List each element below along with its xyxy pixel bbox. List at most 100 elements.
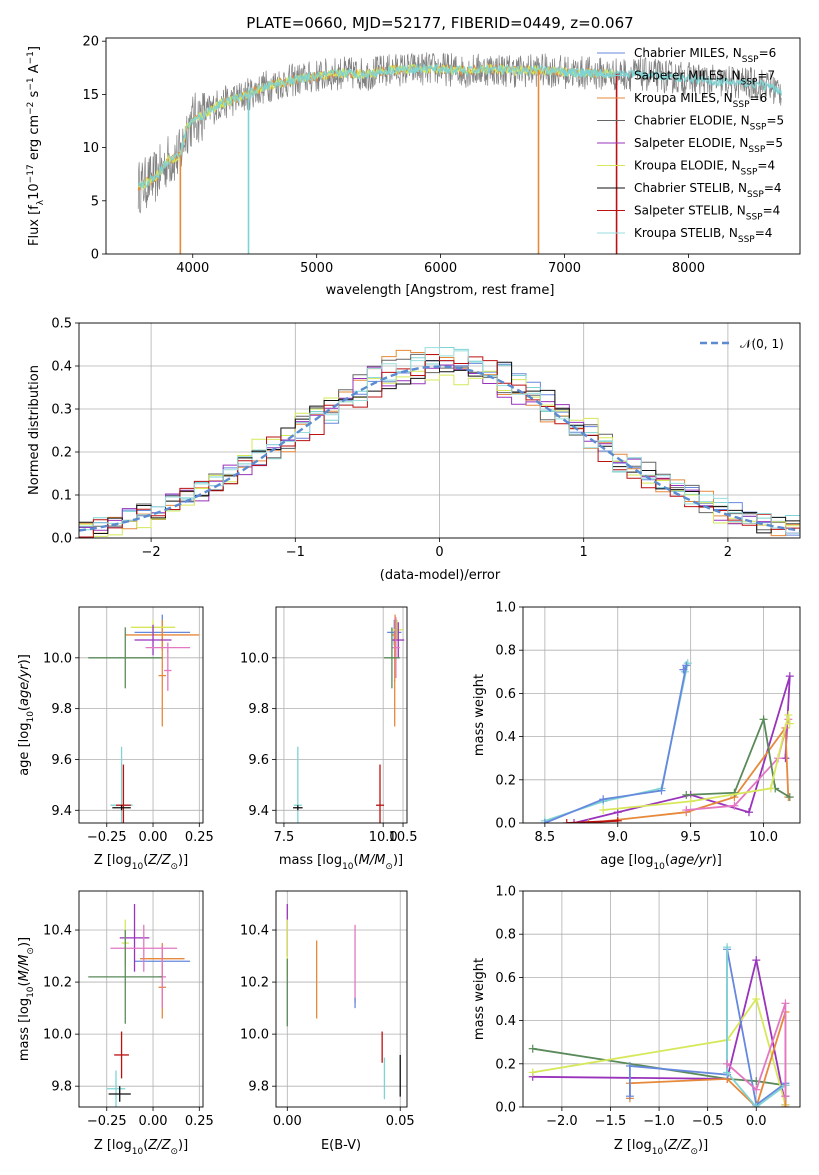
legend-entry-label: Kroupa STELIB, NSSP=4	[634, 226, 772, 245]
age_vs_mass-point	[391, 619, 404, 641]
age_vs_Z-point	[112, 805, 131, 811]
age-Z-ylabel: age [log10(age/yr)]	[17, 654, 36, 776]
age-mass-xlabel: mass [log10(M/M⊙)]	[279, 853, 403, 872]
weight_vs_age-xtick-label: 8.5	[535, 830, 556, 845]
residual-histogram-7	[79, 354, 800, 538]
weight_vs_Z-xtick-label: −1.0	[643, 1114, 675, 1129]
age_vs_Z-xtick-label: 0.00	[139, 830, 168, 845]
residuals-ytick-label: 0.2	[51, 446, 72, 461]
axes-frame	[522, 606, 801, 824]
age_vs_mass-point	[392, 622, 405, 658]
weight-age-ylabel: mass weight	[472, 674, 487, 756]
spectrum-ylabel: Flux [fλ10−17 erg cm−2 s−1 A−1]	[26, 46, 46, 246]
axes-frame	[275, 890, 408, 1108]
axes-frame	[275, 606, 408, 824]
age_vs_mass-xtick-label: 10.5	[389, 830, 418, 845]
residuals-xtick-label: 1	[580, 545, 588, 560]
age_vs_mass-plot-area	[276, 607, 407, 823]
spectrum-ytick-label: 5	[91, 194, 99, 209]
age_vs_Z-ytick-label: 10.0	[43, 651, 72, 666]
legend-entry-label: Kroupa MILES, NSSP=6	[634, 91, 767, 110]
mass_vs_Z-ytick-label: 10.2	[43, 976, 72, 991]
residuals-ytick-label: 0.5	[51, 317, 72, 332]
spectrum-xtick-label: 6000	[424, 261, 457, 276]
legend-entry-label: Chabrier ELODIE, NSSP=5	[634, 114, 784, 133]
mass_vs_ebv-xtick-label: 0.05	[386, 1114, 415, 1129]
spectrum-xtick-label: 7000	[548, 261, 581, 276]
spectrum-model-tail	[564, 68, 782, 96]
spectrum-ytick-label: 20	[82, 35, 99, 50]
spectrum-ytick-label: 10	[82, 141, 99, 156]
weight-Z-series-5	[726, 947, 786, 1107]
mass_vs_ebv-axes: 0.00 0.05 9.8 10.0 10.2 10.4	[240, 924, 415, 1129]
residuals-axes: −2 −1 0 1 2 0.0 0.1 0.2 0.3 0.4 0.5	[51, 317, 732, 561]
residuals-xtick-label: 2	[724, 545, 732, 560]
residuals-ytick-label: 0.1	[51, 489, 72, 504]
legend-entry-label: Chabrier STELIB, NSSP=4	[634, 181, 782, 200]
age_vs_mass-point	[393, 634, 396, 727]
mass-Z-xlabel: Z [log10(Z/Z⊙)]	[94, 1138, 188, 1157]
age_vs_Z-axes: −0.25 0.00 0.25 9.4 9.6 9.8 10.0	[43, 651, 214, 845]
age-Z-xlabel: Z [log10(Z/Z⊙)]	[94, 853, 188, 872]
mass_vs_Z-ytick-label: 9.8	[51, 1080, 72, 1095]
age_vs_mass-point	[391, 617, 400, 679]
residual-xlabel: (data-model)/error	[380, 568, 501, 583]
weight_vs_age-ytick-label: 0.2	[495, 773, 516, 788]
spectrum-data-line	[137, 52, 782, 214]
mass_vs_Z-point	[88, 930, 163, 1024]
mass_vs_Z-xtick-label: −0.25	[87, 1114, 127, 1129]
residuals-ytick-label: 0.4	[51, 360, 72, 375]
weight_vs_Z-ytick-label: 0.2	[495, 1057, 516, 1072]
age_vs_mass-axes: 7.5 10.010.59.49.69.810.0	[240, 651, 417, 845]
weight_vs_Z-xtick-label: 0.0	[746, 1114, 767, 1129]
legend-entry-label: Salpeter STELIB, NSSP=4	[634, 204, 780, 223]
mass-Z-ylabel: mass [log10(M/M⊙)]	[17, 937, 36, 1061]
spectrum-legend: Chabrier MILES, NSSP=6 Salpeter MILES, NS…	[597, 46, 784, 245]
mass_vs_ebv-ytick-label: 10.2	[240, 976, 269, 991]
legend-entry-label: Chabrier MILES, NSSP=6	[634, 46, 776, 65]
mass_vs_Z-plot-area	[79, 891, 203, 1107]
weight_vs_age-xtick-label: 9.5	[680, 830, 701, 845]
age_vs_Z-ytick-label: 9.8	[51, 702, 72, 717]
mass_vs_Z-ytick-label: 10.0	[43, 1028, 72, 1043]
residuals-xtick-label: −1	[286, 545, 305, 560]
legend-entry-label: Salpeter ELODIE, NSSP=5	[634, 136, 783, 155]
weight-age-series-2	[573, 675, 791, 823]
age_vs_mass-point	[293, 805, 303, 811]
age_vs_mass-ytick-label: 9.4	[248, 804, 269, 819]
weight_vs_Z-ytick-label: 0.4	[495, 1014, 516, 1029]
spectrum-ytick-label: 0	[91, 248, 99, 263]
age_vs_mass-point	[383, 627, 400, 689]
age_vs_Z-xtick-label: −0.25	[87, 830, 127, 845]
weight_vs_age-ytick-label: 0.8	[495, 644, 516, 659]
weight_vs_Z-ytick-label: 1.0	[495, 885, 516, 900]
mass_vs_Z-point	[108, 1086, 131, 1102]
spectrum-xlabel: wavelength [Angstrom, rest frame]	[326, 283, 555, 298]
mass_vs_ebv-xtick-label: 0.00	[273, 1114, 302, 1129]
mass_vs_Z-axes: −0.25 0.00 0.25 9.8 10.0 10.2 10.4	[43, 924, 214, 1129]
residuals-xtick-label: −2	[142, 545, 161, 560]
age_vs_mass-ytick-label: 9.6	[248, 753, 269, 768]
weight-Z-xlabel: Z [log10(Z/Z⊙)]	[614, 1138, 708, 1157]
weight_vs_Z-xtick-label: −2.0	[546, 1114, 578, 1129]
mass_vs_Z-xtick-label: 0.25	[185, 1114, 214, 1129]
age_vs_Z-point	[134, 624, 172, 656]
axes-frame	[78, 890, 204, 1108]
age_vs_Z-point	[88, 627, 163, 689]
weight-Z-ylabel: mass weight	[472, 958, 487, 1040]
residual-histogram-5	[79, 370, 800, 537]
mass-ebv-xlabel: E(B-V)	[321, 1138, 361, 1153]
weight-Z-series-2	[532, 996, 787, 1106]
spectrum-xtick-label: 4000	[176, 261, 209, 276]
age_vs_Z-point	[164, 650, 172, 691]
legend-entry-label: Kroupa ELODIE, NSSP=4	[634, 159, 775, 178]
age_vs_mass-point	[376, 764, 384, 823]
mass_vs_ebv-ytick-label: 10.4	[240, 924, 269, 939]
mass_vs_ebv-ytick-label: 10.0	[240, 1028, 269, 1043]
residual-ylabel: Normed distribution	[27, 365, 42, 495]
spectrum-model-line-0	[137, 62, 615, 191]
mass_vs_Z-point	[114, 1031, 129, 1079]
age_vs_Z-point	[158, 624, 166, 727]
legend-entry-label: Salpeter MILES, NSSP=7	[634, 69, 775, 88]
weight_vs_Z-axes: −2.0 −1.5 −1.0 −0.5 0.0 0.0 0.2 0.4 0.6 0.8 1.0	[495, 885, 766, 1130]
